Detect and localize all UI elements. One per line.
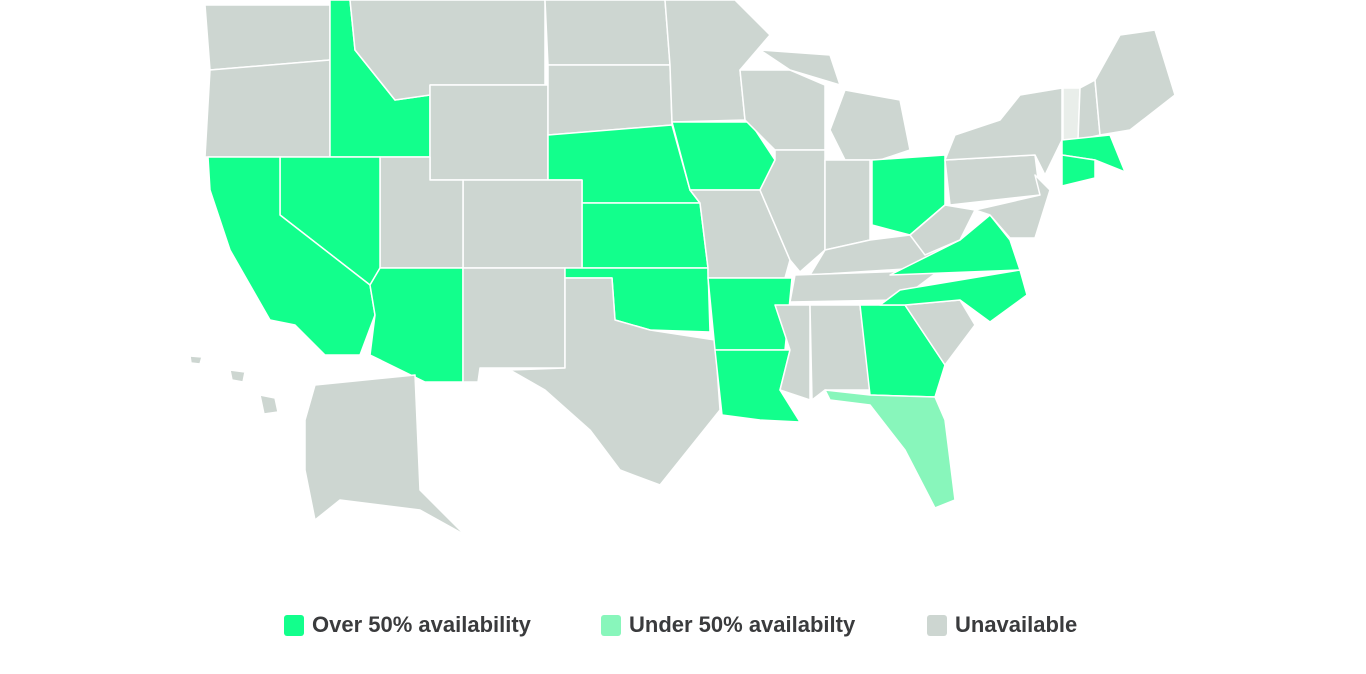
state xyxy=(547,64,673,136)
state xyxy=(1062,87,1081,141)
legend-label: Under 50% availabilty xyxy=(629,612,856,637)
state xyxy=(581,202,709,269)
state xyxy=(1094,29,1176,136)
state xyxy=(369,267,464,383)
state xyxy=(944,154,1041,206)
state xyxy=(824,159,871,251)
legend-label: Over 50% availability xyxy=(312,612,532,637)
state xyxy=(204,59,331,158)
state xyxy=(774,304,811,401)
legend-label: Unavailable xyxy=(955,612,1077,637)
legend: Over 50% availability Under 50% availabil… xyxy=(284,612,1077,637)
state xyxy=(462,179,583,269)
states xyxy=(189,0,1176,536)
state xyxy=(229,369,246,383)
state xyxy=(809,304,871,401)
state xyxy=(509,277,721,486)
legend-swatch xyxy=(601,615,621,636)
state xyxy=(207,156,376,356)
state xyxy=(259,394,279,415)
state xyxy=(1061,154,1096,187)
legend-swatch xyxy=(927,615,947,636)
state xyxy=(909,204,976,256)
state xyxy=(1061,134,1126,173)
state xyxy=(974,174,1051,239)
state xyxy=(189,355,203,365)
state xyxy=(829,89,911,161)
state xyxy=(462,267,566,383)
state xyxy=(204,4,331,71)
state xyxy=(824,389,956,509)
state xyxy=(304,374,466,536)
state xyxy=(429,84,549,181)
legend-swatch xyxy=(284,615,304,636)
state xyxy=(879,269,1028,323)
state xyxy=(759,49,841,86)
state xyxy=(544,0,671,66)
